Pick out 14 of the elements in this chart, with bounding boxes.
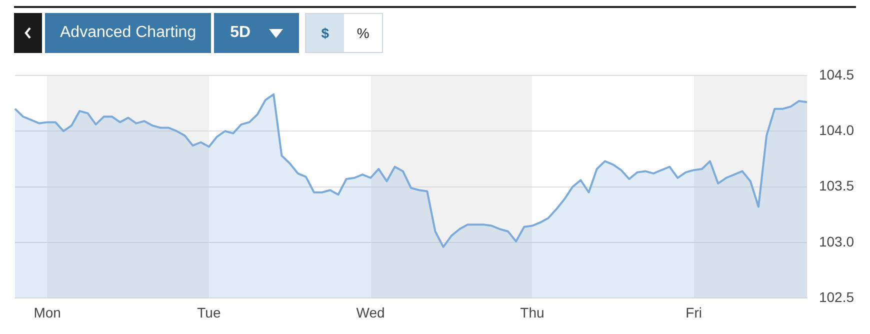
y-tick-label: 103.0 (818, 233, 854, 250)
x-tick-label: Thu (520, 304, 544, 320)
text: $ (306, 14, 344, 52)
x-tick-label: Tue (197, 304, 221, 320)
text: % (356, 24, 370, 43)
y-tick-label: 104.0 (818, 122, 854, 138)
x-tick-label: Fri (686, 304, 702, 320)
y-tick-label: 103.5 (818, 178, 854, 194)
y-tick-label: 104.5 (818, 66, 854, 82)
y-tick-label: 102.5 (818, 289, 854, 306)
text: 5D (214, 13, 300, 53)
x-tick-label: Wed (356, 304, 385, 320)
x-tick-label: Mon (34, 304, 61, 320)
text: Advanced Charting (45, 13, 212, 53)
